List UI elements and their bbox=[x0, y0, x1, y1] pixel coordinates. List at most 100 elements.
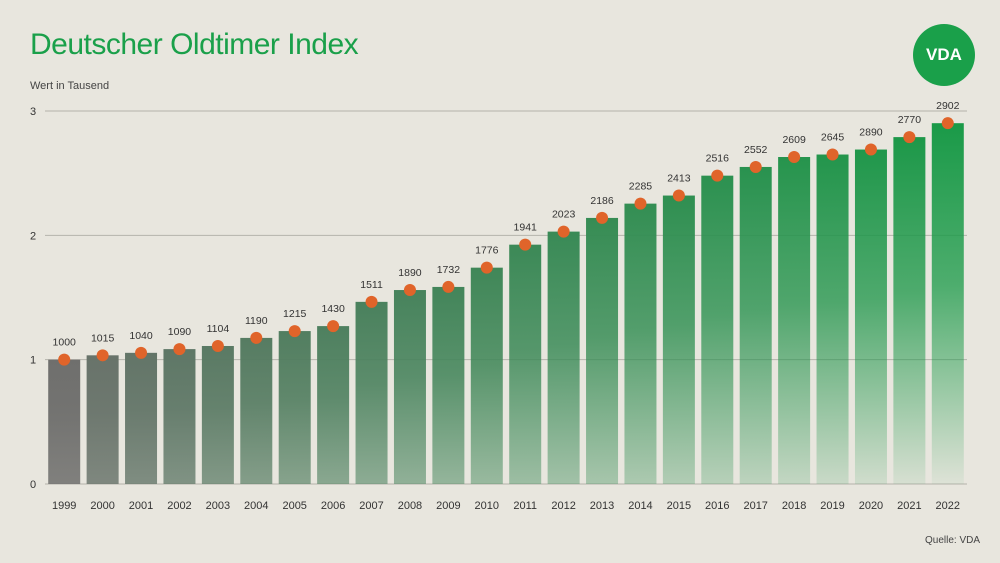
x-tick-label: 2004 bbox=[244, 500, 268, 512]
marker-2005 bbox=[288, 325, 301, 338]
x-ticks: 1999 2000 2001 2002 2003 2004 2005 2006 2007 2008… bbox=[52, 500, 960, 512]
marker-2021 bbox=[903, 131, 916, 144]
data-label-2017: 2552 bbox=[744, 144, 768, 156]
x-tick-label: 2013 bbox=[590, 500, 614, 512]
data-label-2009: 1732 bbox=[437, 264, 461, 276]
bar-2006 bbox=[317, 326, 350, 484]
x-tick-label: 2003 bbox=[206, 500, 230, 512]
marker-2018 bbox=[788, 151, 801, 164]
x-tick-label: 2010 bbox=[475, 500, 499, 512]
x-tick-label: 2012 bbox=[551, 500, 575, 512]
x-tick-label: 2011 bbox=[513, 500, 537, 512]
bar-2004 bbox=[240, 337, 273, 484]
data-label-2003: 1104 bbox=[207, 323, 230, 335]
marker-2014 bbox=[634, 197, 647, 210]
x-tick-label: 2007 bbox=[359, 500, 383, 512]
grid-lines bbox=[45, 110, 967, 485]
marker-2003 bbox=[211, 339, 224, 352]
bar-2005 bbox=[278, 331, 311, 484]
data-label-2012: 2023 bbox=[552, 209, 576, 221]
data-label-2021: 2770 bbox=[898, 114, 922, 126]
bar-2014 bbox=[624, 203, 657, 484]
bar-2018 bbox=[778, 157, 811, 484]
bar-2002 bbox=[163, 349, 196, 484]
marker-2012 bbox=[557, 225, 570, 238]
bar-2001 bbox=[125, 352, 158, 484]
marker-2020 bbox=[864, 143, 877, 156]
marker-2004 bbox=[250, 331, 263, 344]
x-tick-label: 2017 bbox=[743, 500, 767, 512]
marker-2011 bbox=[519, 238, 532, 251]
x-tick-label: 2002 bbox=[167, 500, 191, 512]
bars bbox=[48, 123, 964, 485]
data-label-2016: 2516 bbox=[706, 153, 730, 165]
data-label-2019: 2645 bbox=[821, 132, 845, 144]
bar-2003 bbox=[201, 345, 234, 484]
marker-2002 bbox=[173, 343, 186, 356]
x-tick-label: 2020 bbox=[859, 500, 883, 512]
marker-2015 bbox=[672, 189, 685, 202]
bar-2022 bbox=[931, 123, 964, 485]
x-tick-label: 2008 bbox=[398, 500, 422, 512]
bar-1999 bbox=[48, 359, 81, 484]
bar-2008 bbox=[393, 290, 426, 484]
x-tick-label: 2015 bbox=[667, 500, 691, 512]
marker-2006 bbox=[327, 320, 340, 333]
bar-2019 bbox=[816, 154, 849, 484]
data-labels: 1000 1015 1040 1090 1104 1190 1215 1430 1511 1890… bbox=[53, 100, 960, 348]
data-label-2011: 1941 bbox=[514, 222, 538, 234]
marker-2000 bbox=[96, 349, 109, 362]
data-label-2007: 1511 bbox=[360, 279, 383, 291]
data-label-2002: 1090 bbox=[168, 326, 192, 338]
marker-2017 bbox=[749, 160, 762, 173]
bar-2013 bbox=[586, 217, 619, 484]
data-label-2004: 1190 bbox=[245, 315, 268, 327]
bar-2009 bbox=[432, 286, 465, 484]
bar-2016 bbox=[701, 175, 734, 485]
x-tick-label: 2001 bbox=[129, 500, 153, 512]
data-label-2006: 1430 bbox=[321, 303, 345, 315]
x-tick-label: 2009 bbox=[436, 500, 460, 512]
page-title: Deutscher Oldtimer Index bbox=[30, 28, 359, 61]
source-note: Quelle: VDA bbox=[925, 535, 981, 546]
data-label-2014: 2285 bbox=[629, 181, 653, 193]
x-tick-label: 1999 bbox=[52, 500, 76, 512]
x-tick-label: 2014 bbox=[628, 500, 652, 512]
markers bbox=[58, 117, 954, 366]
x-tick-label: 2021 bbox=[897, 500, 921, 512]
x-tick-label: 2005 bbox=[282, 500, 306, 512]
marker-2022 bbox=[941, 117, 954, 130]
data-label-2013: 2186 bbox=[590, 195, 614, 207]
bar-2000 bbox=[86, 355, 119, 484]
data-label-2010: 1776 bbox=[475, 245, 499, 257]
data-label-2022: 2902 bbox=[936, 100, 960, 112]
y-ticks: 0 1 2 3 bbox=[30, 106, 36, 491]
x-tick-label: 2019 bbox=[820, 500, 844, 512]
marker-2001 bbox=[135, 346, 148, 359]
y-tick-label: 1 bbox=[30, 355, 36, 367]
x-tick-label: 2018 bbox=[782, 500, 806, 512]
y-tick-label: 2 bbox=[30, 230, 36, 242]
bar-2021 bbox=[893, 137, 926, 485]
marker-2008 bbox=[403, 284, 416, 297]
bar-2007 bbox=[355, 301, 388, 484]
bar-2011 bbox=[509, 244, 542, 484]
marker-2007 bbox=[365, 295, 378, 308]
data-label-2005: 1215 bbox=[283, 308, 307, 320]
bar-2017 bbox=[739, 166, 772, 484]
x-tick-label: 2022 bbox=[936, 500, 960, 512]
vda-logo: VDA bbox=[913, 24, 975, 86]
marker-2019 bbox=[826, 148, 839, 161]
data-label-2001: 1040 bbox=[129, 330, 153, 342]
marker-2010 bbox=[480, 261, 493, 274]
y-tick-label: 0 bbox=[30, 479, 36, 491]
bar-2012 bbox=[547, 231, 580, 484]
data-label-2008: 1890 bbox=[398, 267, 422, 279]
bar-2015 bbox=[662, 195, 695, 484]
data-label-2018: 2609 bbox=[782, 134, 806, 146]
marker-2009 bbox=[442, 280, 455, 293]
y-tick-label: 3 bbox=[30, 106, 36, 118]
x-tick-label: 2006 bbox=[321, 500, 345, 512]
bar-2010 bbox=[470, 267, 503, 484]
